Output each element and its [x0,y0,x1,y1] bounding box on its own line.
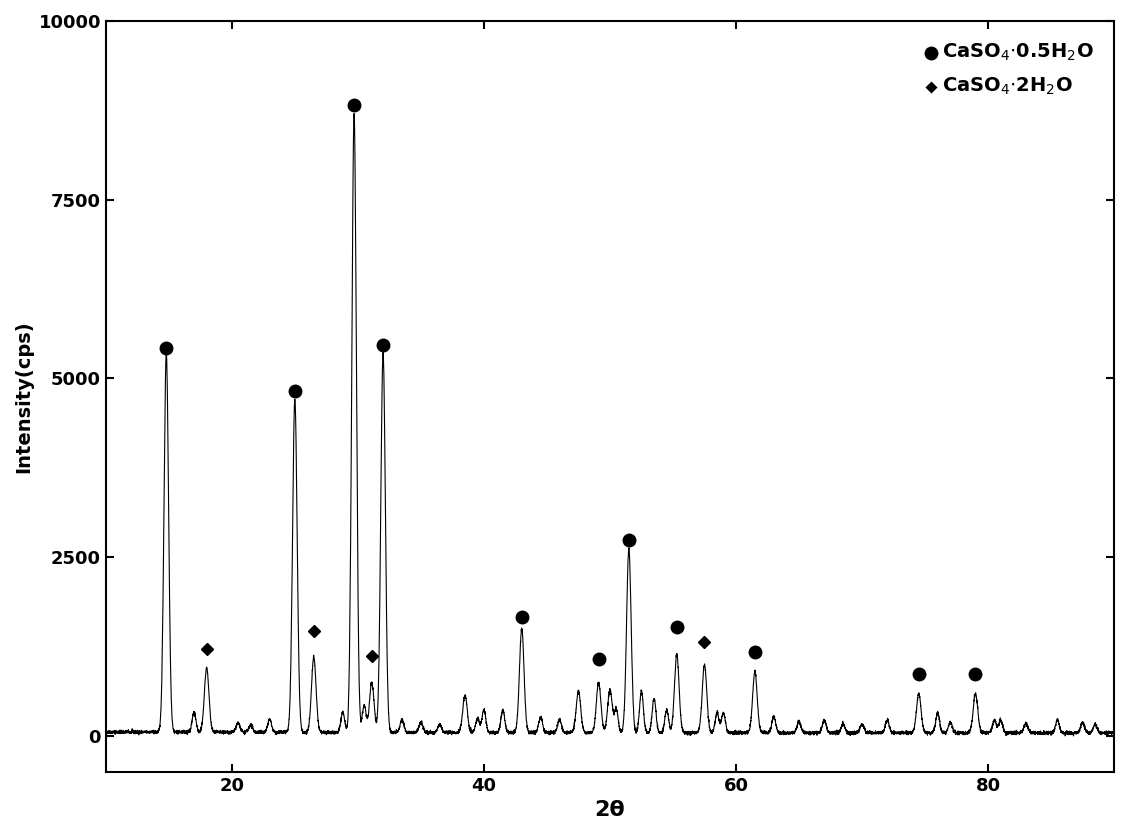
Legend: CaSO$_4$$\cdot$0.5H$_2$O, CaSO$_4$$\cdot$2H$_2$O: CaSO$_4$$\cdot$0.5H$_2$O, CaSO$_4$$\cdot… [914,28,1108,111]
X-axis label: 2θ: 2θ [594,800,625,820]
Y-axis label: Intensity(cps): Intensity(cps) [14,320,33,473]
